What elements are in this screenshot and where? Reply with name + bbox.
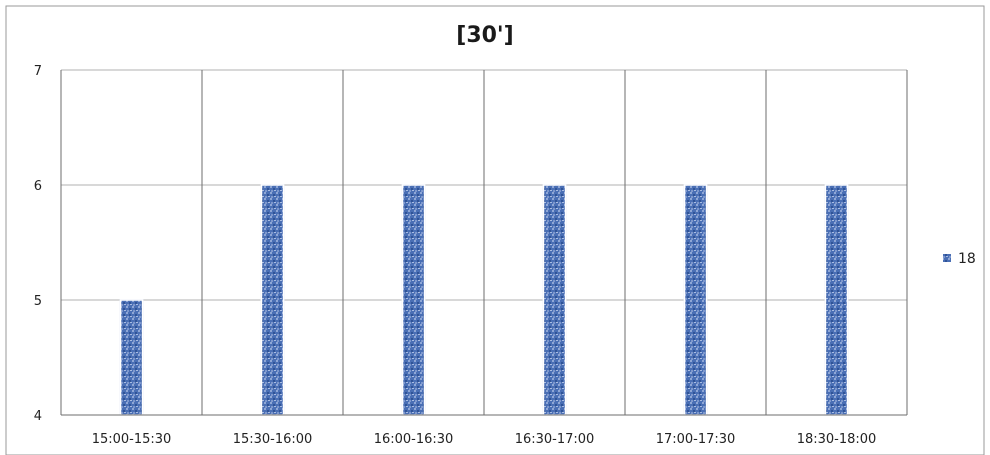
x-tick-label-15:00-15:30: 15:00-15:30 bbox=[92, 432, 172, 447]
bar-16:30-17:00 bbox=[542, 184, 567, 416]
y-tick-labels: 4 5 6 7 bbox=[34, 64, 42, 424]
axis-layer bbox=[60, 70, 907, 416]
x-tick-label-16:00-16:30: 16:00-16:30 bbox=[374, 432, 454, 447]
bar-layer bbox=[119, 184, 849, 416]
bar-16:00-16:30 bbox=[401, 184, 426, 416]
chart-frame bbox=[5, 5, 985, 455]
x-tick-label-15:30-16:00: 15:30-16:00 bbox=[233, 432, 313, 447]
x-tick-label-18:30-18:00: 18:30-18:00 bbox=[797, 432, 877, 447]
x-tick-label-16:30-17:00: 16:30-17:00 bbox=[515, 432, 595, 447]
legend-label: 18 bbox=[958, 251, 976, 267]
y-tick-label-5: 5 bbox=[34, 294, 42, 309]
grid-layer bbox=[61, 69, 908, 415]
bar-15:30-16:00 bbox=[260, 184, 285, 416]
bar-18:30-18:00 bbox=[824, 184, 849, 416]
legend: 18 bbox=[943, 251, 976, 267]
bar-17:00-17:30 bbox=[683, 184, 708, 416]
x-tick-label-17:00-17:30: 17:00-17:30 bbox=[656, 432, 736, 447]
y-tick-label-7: 7 bbox=[34, 64, 42, 79]
chart-title: [30'] bbox=[456, 23, 513, 48]
x-tick-labels: 15:00-15:30 15:30-16:00 16:00-16:30 16:30-1… bbox=[92, 432, 877, 447]
y-tick-label-6: 6 bbox=[34, 179, 42, 194]
y-tick-label-4: 4 bbox=[34, 409, 42, 424]
bar-15:00-15:30 bbox=[119, 299, 144, 416]
legend-swatch bbox=[943, 254, 951, 262]
